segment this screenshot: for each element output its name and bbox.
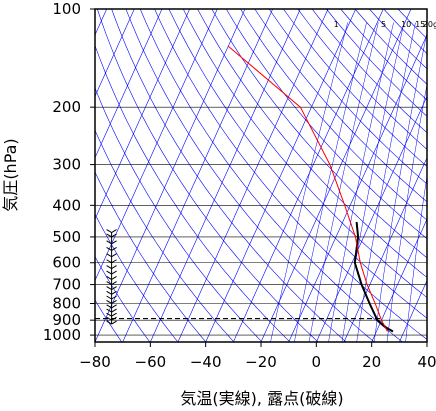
mixing-ratio-line	[405, 174, 427, 342]
wind-barb	[106, 259, 117, 264]
wind-barb	[106, 320, 117, 325]
mixing-ratio-line	[341, 22, 405, 342]
dry-adiabat-line	[211, 9, 427, 259]
wind-barb	[106, 240, 117, 245]
isotherm-line	[260, 9, 412, 342]
wind-barb	[106, 253, 117, 258]
x-tick-label: −80	[79, 353, 111, 371]
dry-adiabat-line	[154, 9, 427, 340]
mixing-ratio-label: 20g	[423, 20, 436, 29]
x-tick-label: 40	[417, 353, 436, 371]
y-tick-label: 500	[52, 228, 81, 246]
isotherm-line	[233, 9, 384, 342]
wind-barb	[106, 233, 117, 238]
isotherm-line	[122, 9, 273, 342]
isotherm-line	[177, 9, 329, 342]
dry-adiabat-line	[95, 87, 263, 342]
temperature-profile-line	[353, 221, 394, 333]
wind-barb	[106, 265, 117, 269]
isotherm-line	[205, 9, 356, 342]
y-tick-label: 300	[52, 156, 81, 174]
dry-adiabat-line	[283, 9, 427, 167]
wind-barb	[106, 312, 117, 317]
dry-adiabat-line	[182, 9, 427, 298]
dry-adiabat-line	[197, 9, 427, 278]
y-tick-label: 700	[52, 276, 81, 294]
x-tick-label: 20	[362, 353, 381, 371]
mixing-ratio-label: 5	[381, 20, 386, 29]
isotherm-line	[95, 9, 218, 282]
dry-adiabat-line	[240, 9, 427, 221]
wind-barb	[106, 275, 117, 280]
y-tick-label: 900	[52, 311, 81, 329]
dry-adiabat-line	[95, 129, 235, 342]
wind-barb	[106, 316, 117, 321]
mixing-ratio-line	[386, 83, 427, 342]
wind-barb	[106, 246, 117, 251]
wind-barbs	[106, 229, 117, 325]
x-axis-ticks: −80 −60 −40 −20 0 20 40	[79, 342, 436, 371]
dry-adiabat-line	[297, 9, 427, 150]
y-tick-label: 400	[52, 196, 81, 214]
dry-adiabat-line	[95, 44, 291, 342]
wind-barb	[106, 281, 117, 286]
wind-barb	[106, 229, 117, 234]
wind-barb	[106, 300, 117, 304]
dry-adiabat-line	[268, 9, 427, 185]
isotherm-line	[95, 9, 163, 159]
dry-adiabat-line	[95, 213, 179, 342]
dry-adiabat-line	[254, 9, 427, 203]
y-axis-label: 気圧(hPa)	[1, 138, 20, 211]
y-tick-label: 800	[52, 294, 81, 312]
isotherm-line	[95, 9, 190, 220]
isotherm-line	[426, 341, 427, 342]
wind-barb	[106, 308, 117, 313]
mixing-ratio-label: 15	[415, 20, 425, 29]
x-tick-label: −60	[135, 353, 167, 371]
isotherm-line	[150, 9, 301, 342]
isotherm-line	[399, 279, 427, 342]
plot-area	[95, 9, 427, 342]
y-tick-label: 1000	[43, 326, 81, 344]
wind-barb	[106, 290, 117, 295]
x-axis-label: 気温(実線), 露点(破線)	[180, 389, 343, 408]
mixing-ratio-label: 1	[334, 20, 339, 29]
x-tick-label: 0	[312, 353, 322, 371]
wind-barb	[106, 304, 117, 309]
y-tick-label: 200	[52, 98, 81, 116]
wind-barb	[106, 286, 117, 290]
isotherm-line	[371, 218, 427, 342]
wind-barb	[106, 270, 117, 275]
isotherm-line	[288, 34, 427, 342]
parcel-curve-line	[227, 45, 388, 332]
dry-adiabat-line	[369, 9, 427, 70]
isotherm-line	[95, 9, 246, 342]
isobar-grid	[95, 9, 427, 336]
dry-adiabat-line	[95, 256, 151, 342]
dry-adiabat-line	[139, 9, 403, 342]
y-tick-label: 100	[52, 0, 81, 18]
dry-adiabat-line	[225, 9, 427, 240]
y-tick-label: 600	[52, 254, 81, 272]
mixing-ratio-label: 10	[401, 20, 411, 29]
dry-adiabat-line	[97, 9, 319, 342]
wind-barb	[106, 295, 117, 300]
x-tick-label: −20	[245, 353, 277, 371]
series-layer	[95, 45, 394, 333]
x-tick-label: −40	[190, 353, 222, 371]
mixing-ratio-line	[328, 22, 394, 342]
dry-adiabat-line	[354, 9, 427, 85]
